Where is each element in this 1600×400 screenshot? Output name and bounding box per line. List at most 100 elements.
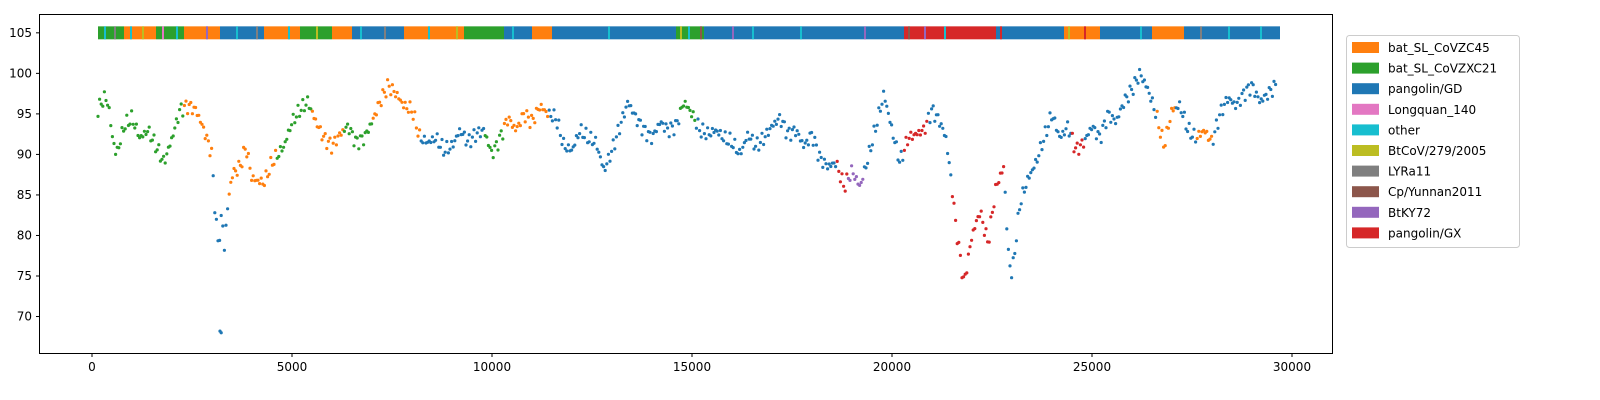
identity-point xyxy=(182,103,186,108)
identity-point xyxy=(1269,87,1273,92)
identity-point xyxy=(1179,111,1183,115)
identity-point xyxy=(136,133,140,138)
identity-point xyxy=(1048,111,1052,115)
identity-point xyxy=(738,147,742,151)
identity-point xyxy=(715,129,719,133)
identity-point xyxy=(1046,125,1050,129)
identity-point xyxy=(485,135,489,139)
identity-point xyxy=(786,129,790,133)
identity-point xyxy=(421,141,425,145)
identity-point xyxy=(1245,85,1249,89)
identity-point xyxy=(643,124,647,129)
identity-point xyxy=(446,151,450,155)
identity-point xyxy=(243,147,247,151)
identity-point xyxy=(251,174,255,178)
identity-point xyxy=(906,143,910,147)
identity-point xyxy=(1258,101,1262,105)
identity-point xyxy=(662,129,667,133)
identity-point xyxy=(1013,251,1017,256)
identity-point xyxy=(658,122,662,127)
identity-point xyxy=(283,140,287,144)
identity-point xyxy=(1152,108,1156,112)
identity-point xyxy=(717,133,721,137)
identity-point xyxy=(128,122,132,126)
identity-point xyxy=(1232,100,1236,104)
band-stripe xyxy=(176,26,178,40)
identity-point xyxy=(445,139,449,144)
identity-point xyxy=(1126,100,1130,104)
identity-point xyxy=(816,158,820,162)
identity-point xyxy=(1045,133,1049,138)
identity-point xyxy=(1221,113,1225,117)
identity-point xyxy=(301,98,305,102)
identity-point xyxy=(114,152,118,156)
identity-point xyxy=(622,115,627,119)
identity-point xyxy=(1195,136,1199,141)
identity-point xyxy=(491,156,495,160)
identity-point xyxy=(1184,127,1188,131)
identity-point xyxy=(1251,83,1255,87)
identity-point xyxy=(1238,103,1242,107)
band-stripe xyxy=(732,26,734,40)
identity-point xyxy=(1254,90,1258,94)
identity-point xyxy=(1128,84,1132,88)
identity-point xyxy=(547,108,551,112)
identity-point xyxy=(578,132,582,136)
legend-swatch xyxy=(1352,103,1379,115)
identity-point xyxy=(518,124,523,128)
identity-point xyxy=(1256,95,1260,99)
identity-point xyxy=(219,331,223,335)
identity-point xyxy=(1226,100,1230,105)
identity-point xyxy=(1086,133,1090,137)
identity-point xyxy=(448,147,452,151)
identity-point xyxy=(867,144,871,148)
band-stripe xyxy=(800,26,802,40)
band-stripe xyxy=(1000,26,1002,40)
identity-point xyxy=(1237,96,1241,100)
identity-point xyxy=(539,102,543,106)
identity-point xyxy=(174,117,178,121)
identity-point xyxy=(883,99,887,103)
identity-point xyxy=(325,146,329,151)
identity-point xyxy=(592,141,596,145)
identity-point xyxy=(1211,142,1215,146)
identity-point xyxy=(235,173,239,177)
identity-point xyxy=(1102,119,1106,123)
identity-point xyxy=(229,180,233,184)
identity-point xyxy=(936,113,940,117)
legend-swatch xyxy=(1352,42,1379,53)
y-tick-label: 95 xyxy=(17,107,32,121)
identity-point xyxy=(250,178,254,182)
identity-point xyxy=(650,141,654,146)
identity-point xyxy=(134,122,138,126)
band-stripe xyxy=(752,26,754,40)
identity-point xyxy=(200,122,204,126)
identity-point xyxy=(181,114,185,118)
identity-point xyxy=(691,110,695,114)
identity-point xyxy=(387,84,391,88)
identity-point xyxy=(298,114,302,118)
y-tick-label: 100 xyxy=(9,66,32,80)
identity-point xyxy=(562,136,566,140)
identity-point xyxy=(1248,93,1252,97)
identity-point xyxy=(336,134,340,138)
identity-point xyxy=(122,129,126,133)
identity-point xyxy=(549,114,553,119)
identity-point xyxy=(1133,76,1137,80)
identity-point xyxy=(765,127,769,131)
identity-point xyxy=(744,138,748,143)
identity-point xyxy=(197,113,201,117)
identity-point xyxy=(957,240,961,244)
identity-point xyxy=(1176,106,1180,111)
band-stripe xyxy=(142,26,144,40)
identity-point xyxy=(157,143,161,147)
identity-point xyxy=(950,195,955,199)
identity-point xyxy=(490,148,494,152)
identity-point xyxy=(504,117,508,121)
identity-point xyxy=(669,121,673,125)
identity-point xyxy=(411,117,415,121)
identity-point xyxy=(117,146,121,150)
identity-point xyxy=(515,125,519,129)
identity-point xyxy=(429,140,433,145)
identity-point xyxy=(488,145,492,149)
